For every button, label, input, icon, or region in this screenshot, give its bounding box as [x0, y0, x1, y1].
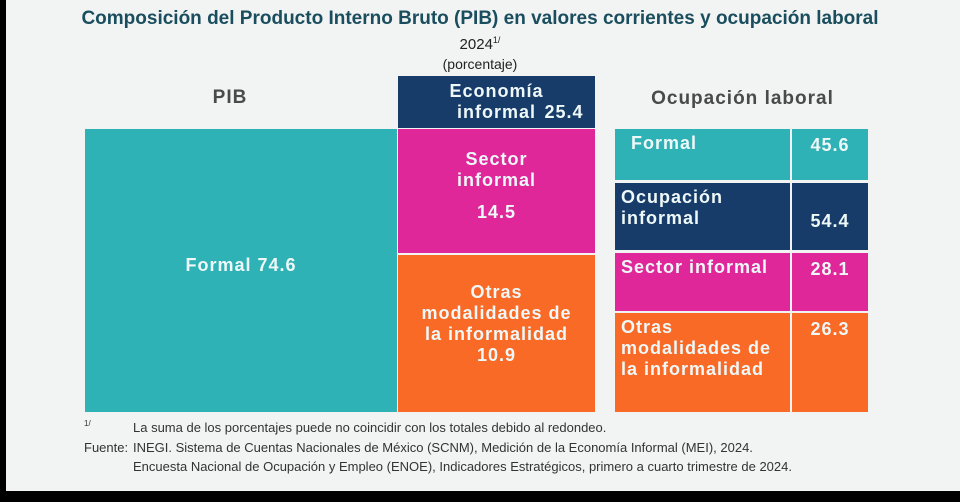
title: Composición del Producto Interno Bruto (…	[81, 8, 879, 29]
label: Formal	[185, 255, 252, 275]
note-mark: 1/	[84, 419, 91, 428]
value: 25.4	[544, 102, 584, 122]
year: 20241/	[0, 35, 960, 53]
ocupacion-value: 26.3	[792, 313, 868, 412]
label: Sector informal	[456, 149, 536, 190]
pib-heading: PIB	[212, 87, 248, 108]
ocupacion-value: 45.6	[792, 129, 868, 180]
ocupacion-value: 28.1	[792, 253, 868, 311]
label: Otras modalidades de la informalidad	[421, 281, 572, 344]
pib-otras: Otras modalidades de la informalidad 10.9	[398, 255, 595, 412]
ocupacion-label: Ocupación informal	[615, 183, 790, 250]
frame-edge	[0, 0, 6, 502]
pib-sector: Sector informal 14.5	[398, 129, 595, 253]
ocupacion-label: Formal	[615, 129, 790, 180]
ocupacion-label: Otras modalidades de la informalidad	[615, 313, 790, 412]
year-text: 2024	[459, 36, 493, 53]
year-note: 1/	[492, 35, 501, 45]
pib-informal: Economía informal 25.4	[398, 76, 595, 128]
pib-formal: Formal 74.6	[85, 129, 397, 412]
note: La suma de los porcentajes puede no coin…	[133, 420, 607, 435]
unit: (porcentaje)	[442, 56, 518, 72]
value: 14.5	[476, 202, 517, 222]
ocupacion-value: 54.4	[792, 183, 868, 250]
pib-formal-text: Formal 74.6	[185, 255, 296, 276]
source-2: Encuesta Nacional de Ocupación y Empleo …	[133, 459, 792, 474]
ocupacion-label: Sector informal	[615, 253, 790, 311]
ocupacion-heading: Ocupación laboral	[651, 88, 834, 109]
frame-edge	[0, 491, 960, 502]
source-1: INEGI. Sistema de Cuentas Nacionales de …	[133, 440, 753, 455]
source-label: Fuente:	[84, 440, 129, 455]
value: 10.9	[476, 344, 517, 365]
value: 74.6	[257, 255, 297, 275]
label: Economía informal	[449, 81, 544, 122]
